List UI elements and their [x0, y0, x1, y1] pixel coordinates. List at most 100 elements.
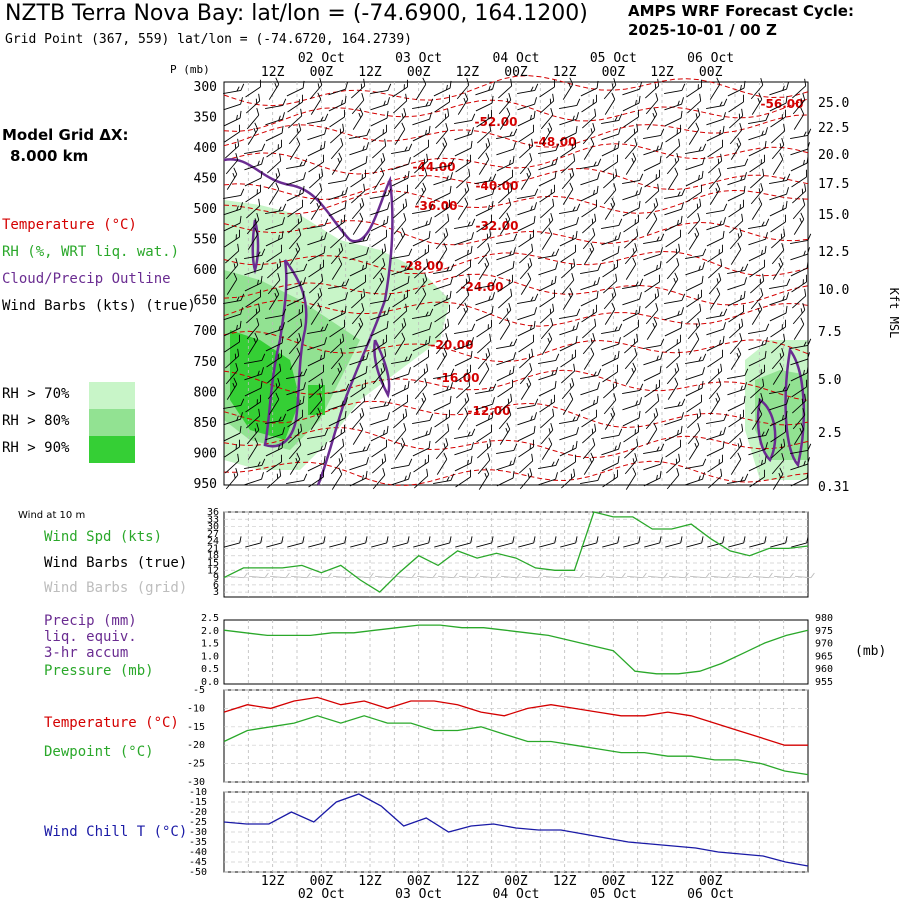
- barb-flag: [324, 323, 329, 331]
- barb-flag: [364, 274, 366, 282]
- barb-flag: [488, 204, 490, 210]
- wind-barb: [351, 393, 366, 414]
- height-tick-label: 10.0: [818, 283, 849, 298]
- barb-shaft: [394, 339, 406, 355]
- barb-flag: [532, 439, 534, 447]
- barb-flag: [533, 215, 536, 224]
- barb-shaft: [752, 575, 770, 579]
- barb-shaft: [728, 416, 744, 428]
- barb-shaft: [647, 575, 665, 579]
- wind-barb: [770, 214, 786, 233]
- barb-flag: [425, 430, 428, 436]
- wind-barb: [352, 212, 364, 235]
- wind-barb: [604, 92, 616, 115]
- wind-barb: [330, 453, 344, 475]
- wind-barb: [687, 108, 701, 130]
- barb-flag: [319, 288, 323, 296]
- wind-barb: [748, 245, 767, 262]
- barb-flag: [743, 290, 746, 299]
- barb-shaft: [645, 414, 659, 430]
- barb-flag: [449, 290, 452, 299]
- barb-shaft: [582, 115, 596, 129]
- barb-shaft: [580, 87, 598, 97]
- barb-shaft: [416, 575, 434, 579]
- barb-shaft: [499, 114, 511, 130]
- barb-flag: [742, 94, 744, 102]
- wind-barb: [286, 172, 306, 186]
- barb-flag: [275, 182, 280, 190]
- barb-flag: [489, 438, 492, 447]
- wind-barb: [601, 218, 623, 230]
- wind-barb-true: [539, 536, 557, 548]
- barb-flag: [406, 79, 408, 87]
- barb-shaft: [538, 163, 556, 171]
- barb-flag: [280, 454, 282, 462]
- barb-flag: [760, 393, 764, 401]
- barb-flag: [652, 112, 656, 118]
- barb-flag: [781, 114, 783, 120]
- barb-flag: [660, 457, 663, 465]
- barb-shaft: [519, 474, 533, 490]
- wind-barb: [454, 323, 476, 335]
- barb-shaft: [769, 179, 787, 185]
- wind-barb-grid: [689, 572, 710, 579]
- wind-barb: [391, 367, 411, 381]
- wind-barb: [792, 303, 806, 325]
- barb-flag: [300, 318, 303, 327]
- wind-barb: [330, 438, 345, 459]
- barb-shaft: [475, 389, 493, 395]
- wind-speed-tick-label: 3: [213, 587, 219, 598]
- wind-barb: [329, 424, 345, 443]
- barb-flag: [681, 202, 684, 210]
- barb-shaft: [246, 100, 260, 114]
- barb-shaft: [475, 417, 493, 427]
- barb-flag: [765, 127, 768, 135]
- barb-shaft: [687, 429, 701, 445]
- barb-flag: [547, 337, 551, 343]
- barb-shaft: [645, 309, 659, 325]
- wind-barb: [226, 377, 238, 400]
- barb-flag: [341, 190, 344, 196]
- barb-flag: [404, 265, 407, 271]
- wind-barb: [517, 307, 537, 321]
- barb-flag: [674, 377, 679, 385]
- barb-flag: [655, 174, 657, 180]
- barb-shaft: [307, 224, 325, 230]
- wind-barb: [496, 352, 516, 366]
- wind-barb: [643, 338, 665, 350]
- barb-flag: [611, 302, 616, 310]
- wind-barb: [454, 245, 473, 262]
- wind-barb: [454, 350, 473, 367]
- barb-flag: [737, 347, 742, 355]
- wind-barb: [244, 380, 263, 397]
- barb-shaft: [351, 204, 365, 220]
- barb-flag: [529, 444, 531, 450]
- barb-flag: [572, 444, 574, 450]
- wind-barb: [624, 348, 638, 370]
- barb-flag: [576, 98, 581, 106]
- barb-flag: [676, 468, 680, 476]
- barb-shaft: [498, 190, 512, 204]
- barb-shaft: [561, 370, 575, 384]
- wind-barb: [245, 394, 261, 413]
- wind-barb: [223, 307, 243, 321]
- barb-shaft: [350, 542, 366, 548]
- barb-flag: [282, 322, 285, 330]
- wind-barb: [436, 137, 448, 160]
- wind-barb: [455, 259, 471, 278]
- barb-shaft: [540, 324, 554, 340]
- barb-flag: [558, 572, 563, 578]
- wind-barb: [561, 153, 576, 174]
- barb-flag: [673, 277, 677, 283]
- pressure-tick-label: 450: [194, 172, 217, 187]
- barb-shaft: [268, 399, 280, 415]
- barb-shaft: [309, 84, 323, 100]
- barb-shaft: [496, 134, 514, 140]
- barb-shaft: [246, 415, 260, 429]
- barb-shaft: [454, 434, 472, 440]
- barb-flag: [613, 288, 617, 296]
- temperature-contour: [223, 460, 809, 486]
- wind-barb: [580, 277, 600, 291]
- barb-flag: [697, 318, 701, 326]
- wind-barb: [225, 363, 239, 385]
